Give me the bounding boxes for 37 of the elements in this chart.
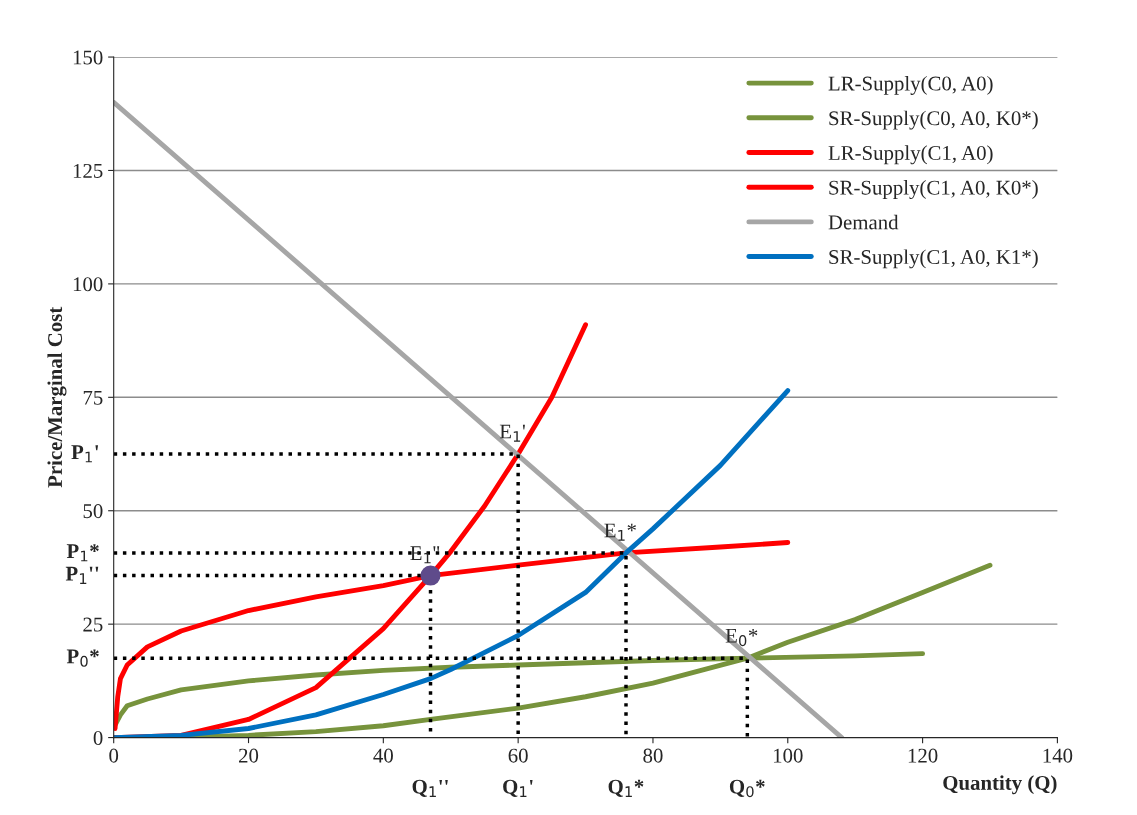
y-tick-label: 25: [83, 617, 103, 632]
annotation: E$_{1}$': [499, 424, 525, 442]
legend-label: Demand: [828, 214, 899, 230]
annotation: P$_{1}$*: [66, 544, 99, 562]
x-tick-label: 80: [643, 748, 663, 763]
annotation: P$_{0}$*: [66, 649, 99, 667]
line-series: [113, 540, 791, 731]
legend-label: LR-Supply(C1, A0): [828, 145, 993, 165]
annotation: Q$_{1}$*: [608, 779, 644, 797]
legend-label: SR-Supply(C1, A0, K1*): [829, 249, 1038, 269]
y-tick-label: 75: [83, 390, 103, 405]
x-axis-title: Quantity (Q): [943, 775, 1057, 795]
annotation: Q$_{1}$'': [412, 779, 448, 797]
legend-label: SR-Supply(C1, A0, K0*): [829, 180, 1038, 199]
annotation: P$_{1}$': [71, 445, 99, 463]
x-tick-label: 20: [239, 748, 259, 763]
y-axis-title: Price/Marginal Cost: [47, 306, 67, 488]
legend-label: SR-Supply(C0, A0, K0*): [829, 110, 1038, 130]
annotation: P$_{1}$'': [65, 566, 99, 584]
annotation: Q$_{0}$*: [729, 779, 765, 798]
annotation: Q$_{1}$': [503, 779, 533, 797]
y-tick-label: 100: [73, 277, 103, 292]
legend-label: LR-Supply(C0, A0): [828, 75, 993, 95]
y-tick-label: 50: [83, 504, 103, 519]
y-tick-label: 0: [93, 730, 103, 746]
annotation: E$_{1}$*: [604, 523, 636, 541]
x-tick-label: 120: [908, 748, 938, 763]
x-tick-label: 0: [109, 748, 119, 763]
x-tick-label: 40: [373, 748, 393, 763]
y-tick-label: 150: [73, 50, 103, 65]
x-tick-label: 60: [508, 748, 528, 763]
annotation: E$_{0}$*: [725, 628, 758, 647]
x-tick-label: 140: [1043, 748, 1073, 763]
line-series: [113, 388, 791, 738]
x-tick-label: 100: [773, 748, 803, 763]
annotation: E$_{1}$'': [410, 546, 440, 564]
y-tick-label: 125: [73, 163, 103, 178]
